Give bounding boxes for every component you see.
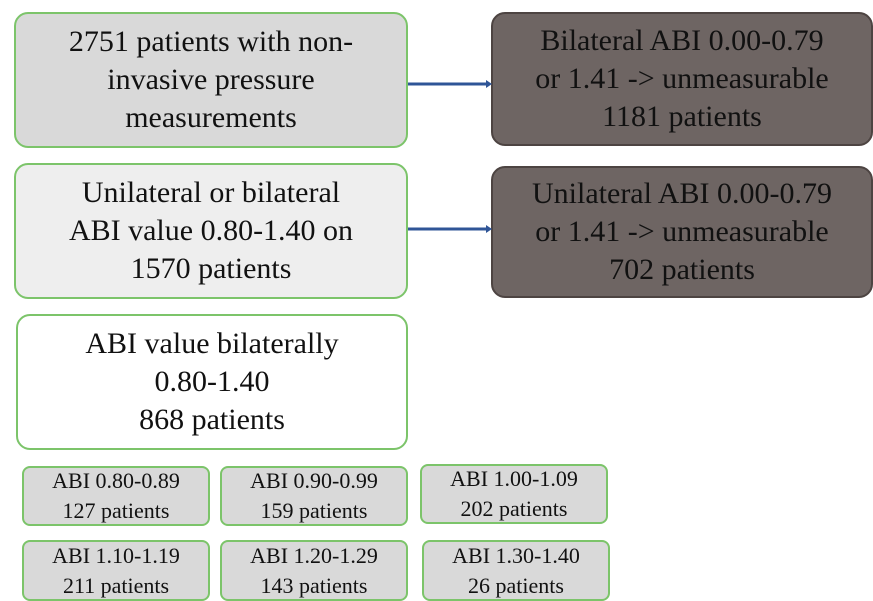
label: 202 patients: [460, 496, 568, 521]
label: 2751 patients with non-: [68, 25, 354, 58]
node: ABI value bilaterally 0.80-1.40 868 patien…: [16, 314, 408, 450]
label: 26 patients: [468, 572, 564, 598]
label: ABI 0.80-0.89: [52, 468, 180, 493]
label: Unilateral ABI 0.00-0.79: [532, 177, 832, 210]
label: ABI 1.10-1.19: [52, 542, 180, 568]
arrowhead: [486, 80, 492, 88]
group: ABI 1.30-1.40 26 patients: [422, 540, 610, 601]
node: Unilateral ABI 0.00-0.79 or 1.41 -> unmea…: [491, 166, 873, 298]
label: Unilateral or bilateral: [81, 176, 341, 209]
label: 702 patients: [609, 253, 755, 286]
group: ABI 0.90-0.99 159 patients: [220, 466, 408, 526]
node: Unilateral or bilateral ABI value 0.80-1.…: [14, 163, 408, 299]
label: 159 patients: [260, 498, 368, 523]
label: or 1.41 -> unmeasurable: [535, 215, 829, 248]
label: 868 patients: [139, 403, 285, 436]
label: 211 patients: [62, 572, 170, 598]
group: ABI 1.00-1.09 202 patients: [420, 464, 608, 524]
node: 2751 patients with non-invasive pressure…: [14, 12, 408, 148]
label: ABI 1.00-1.09: [450, 466, 578, 491]
label: or 1.41 -> unmeasurable: [535, 62, 829, 95]
label: 1570 patients: [130, 252, 292, 285]
label: 1181 patients: [602, 100, 762, 133]
group: ABI 1.20-1.29 143 patients: [220, 540, 408, 601]
group: ABI 0.80-0.89 127 patients: [22, 466, 210, 526]
node: Bilateral ABI 0.00-0.79 or 1.41 -> unmeas…: [491, 12, 873, 146]
label: Bilateral ABI 0.00-0.79: [540, 24, 824, 57]
label: invasive pressure: [107, 63, 315, 96]
label: ABI 1.20-1.29: [250, 542, 378, 568]
label: 0.80-1.40: [154, 365, 270, 398]
label: ABI value bilaterally: [85, 327, 339, 360]
label: measurements: [125, 101, 297, 134]
label: ABI 0.90-0.99: [250, 468, 378, 493]
label: ABI value 0.80-1.40 on: [68, 214, 354, 247]
group: ABI 1.10-1.19 211 patients: [22, 540, 210, 601]
label: 143 patients: [260, 572, 368, 598]
label: ABI 1.30-1.40: [452, 542, 580, 568]
label: 127 patients: [62, 498, 170, 523]
arrowhead: [486, 225, 492, 233]
